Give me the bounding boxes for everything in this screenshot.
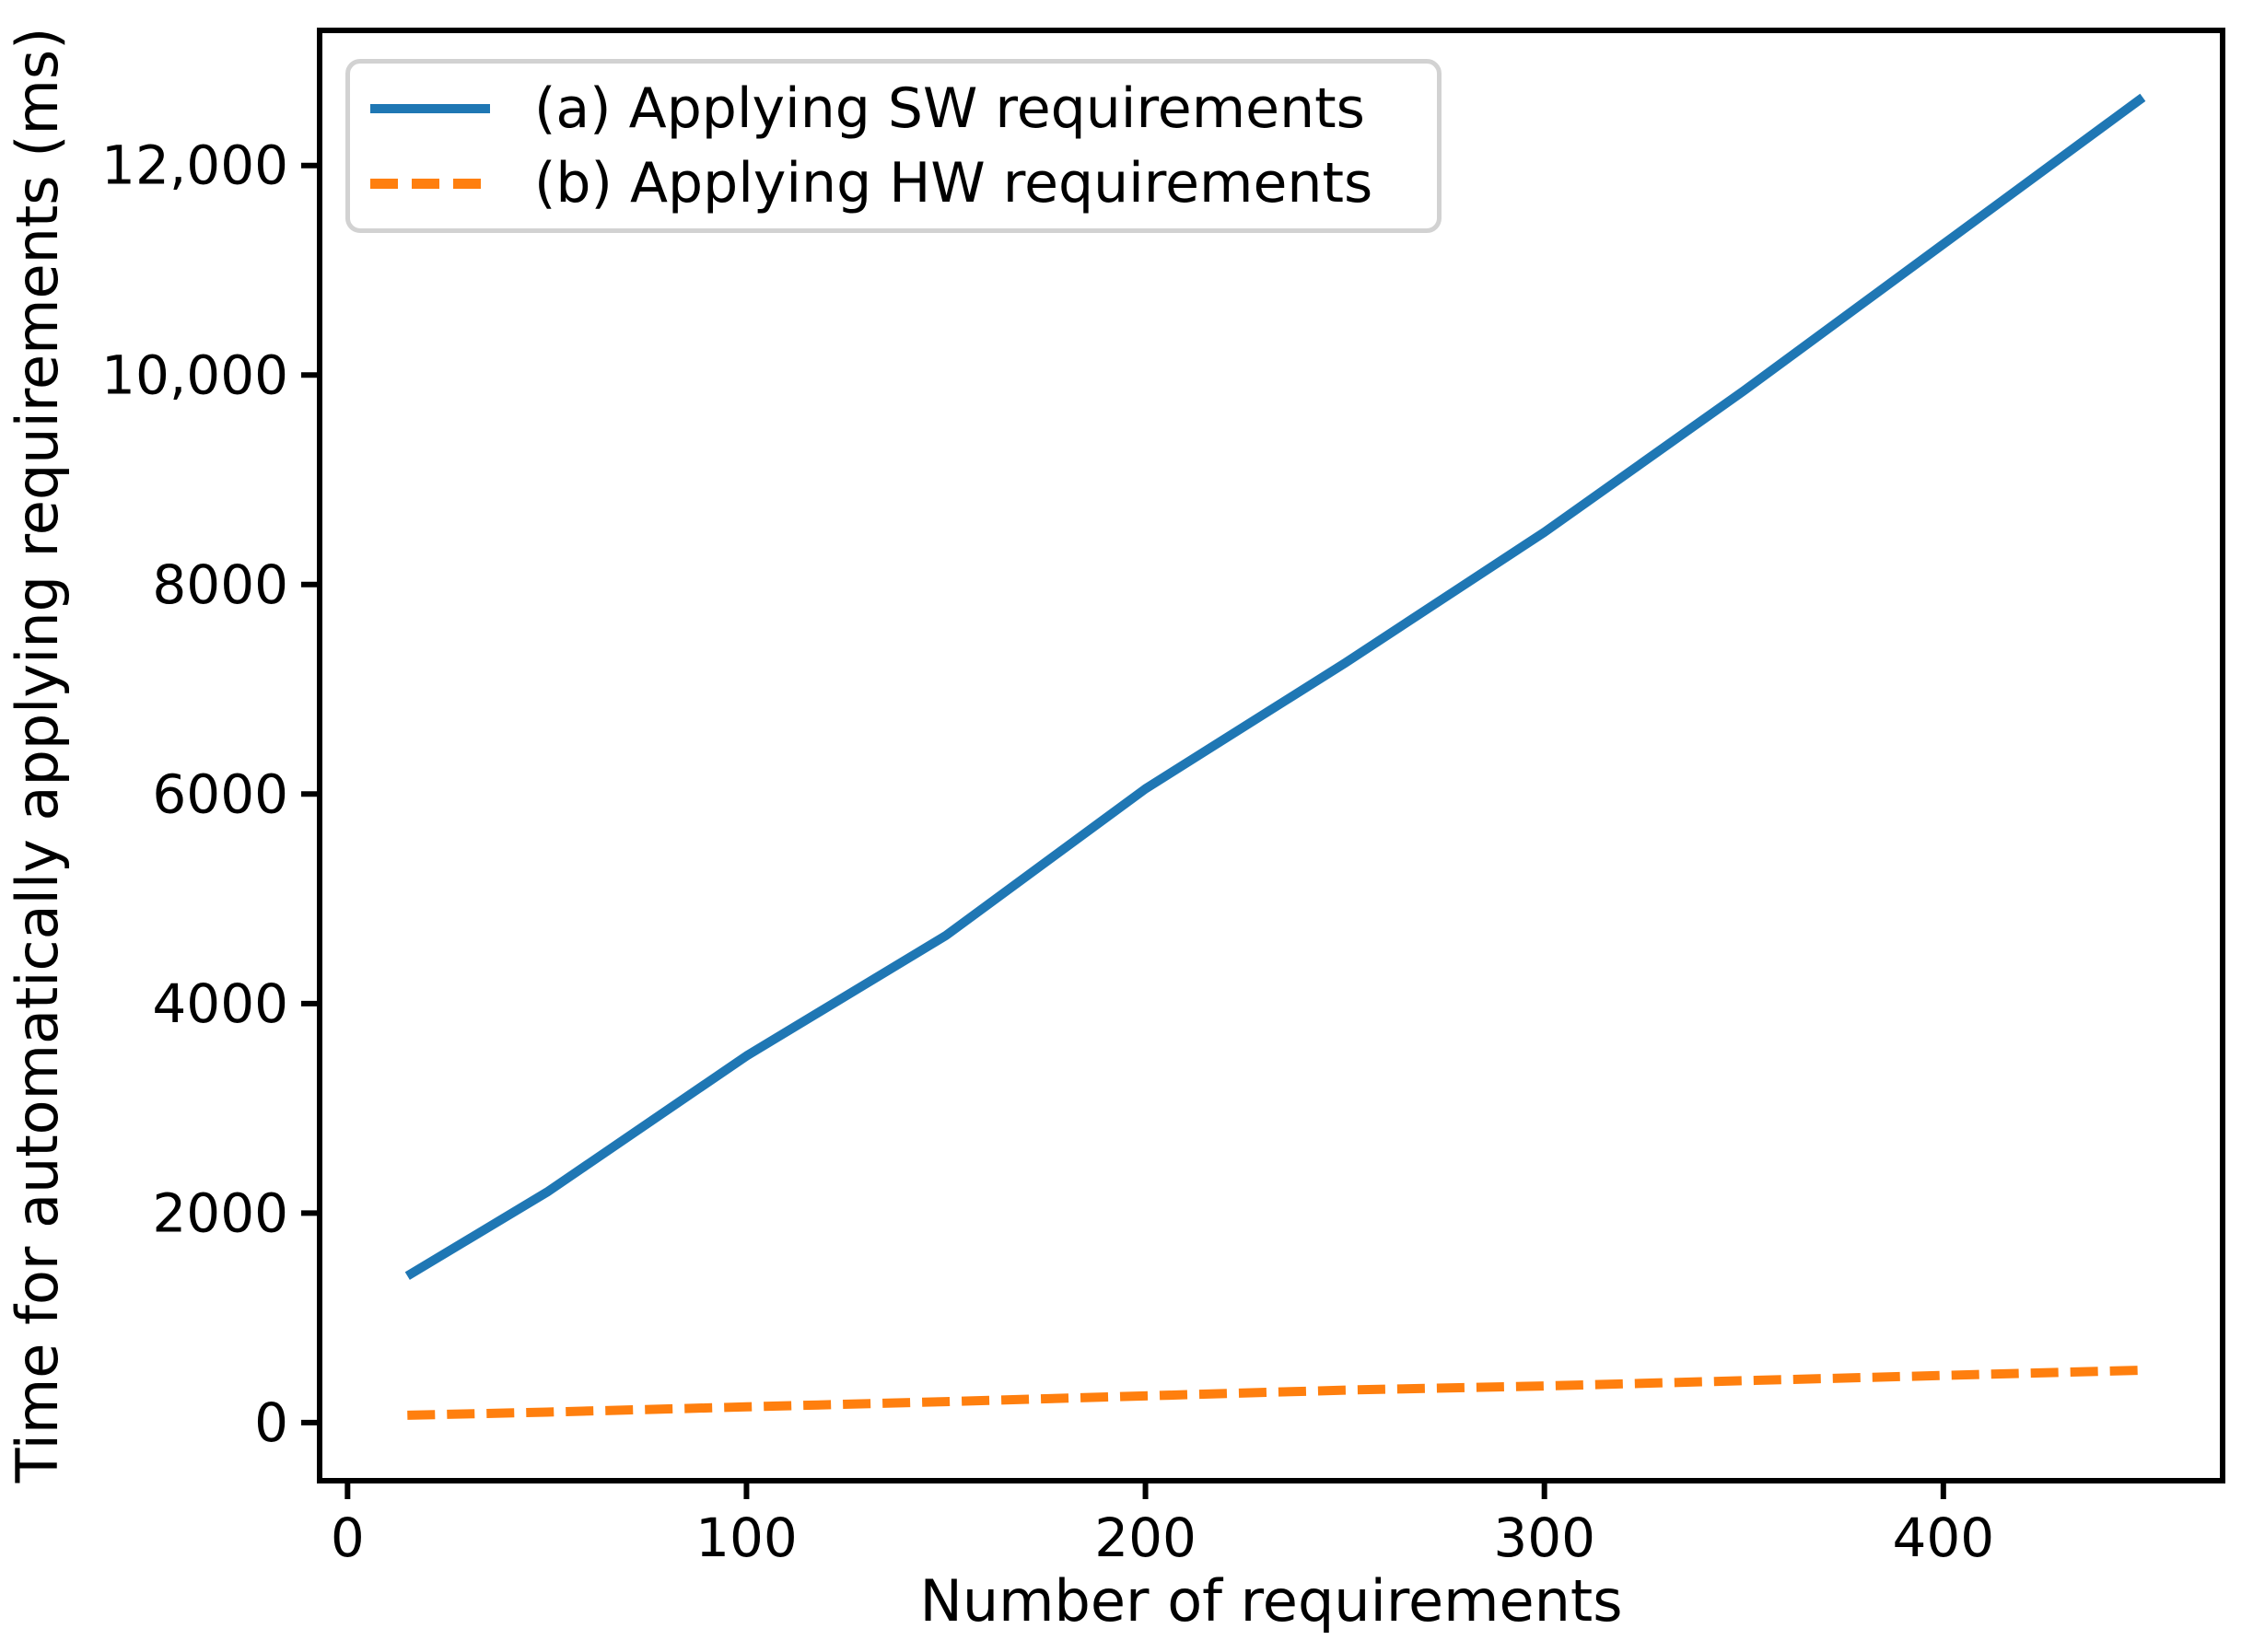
series-line-hw [407, 1365, 2143, 1420]
y-tick-label: 0 [254, 1391, 288, 1454]
hw-series-line-swatch [370, 178, 490, 189]
x-tick-label: 300 [1493, 1507, 1595, 1569]
sw-series-line-swatch [370, 103, 490, 113]
y-axis-label: Time for automatically applying requirem… [4, 28, 71, 1484]
legend-item-label: (b) Applying HW requirements [534, 151, 1373, 216]
axes-group [301, 28, 2225, 1499]
x-tick-label: 100 [695, 1507, 798, 1569]
y-tick-label: 12,000 [101, 134, 288, 197]
x-tick-label: 0 [331, 1507, 365, 1569]
y-tick-label: 6000 [152, 762, 288, 825]
x-axis-label: Number of requirements [919, 1567, 1622, 1635]
x-tick-label: 400 [1892, 1507, 1994, 1569]
y-tick-label: 2000 [152, 1181, 288, 1244]
series-group [404, 93, 2146, 1420]
legend: (a) Applying SW requirements (b) Applyin… [345, 59, 1442, 233]
legend-item-hw: (b) Applying HW requirements [370, 153, 1437, 214]
legend-item-sw: (a) Applying SW requirements [370, 78, 1437, 139]
legend-item-label: (a) Applying SW requirements [534, 76, 1365, 141]
x-tick-label: 200 [1094, 1507, 1197, 1569]
y-tick-label: 10,000 [101, 343, 288, 406]
series-line-sw [404, 93, 2146, 1280]
tick-labels-group: 0 100 200 300 4000200040006000800010,00012,0… [101, 134, 1994, 1569]
y-tick-label: 8000 [152, 553, 288, 616]
plot-spines [317, 28, 2225, 1483]
y-tick-label: 4000 [152, 972, 288, 1035]
